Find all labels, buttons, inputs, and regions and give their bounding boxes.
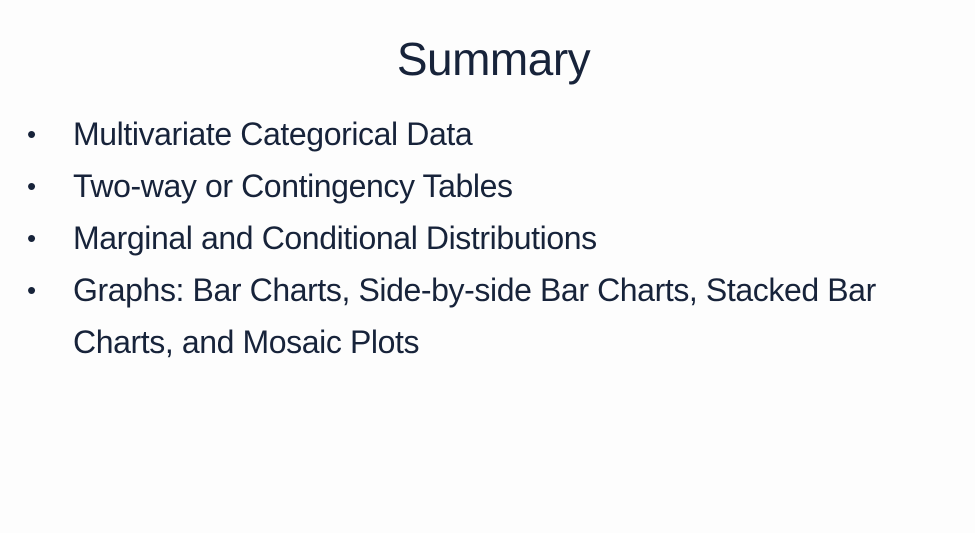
bullet-item: • Graphs: Bar Charts, Side-by-side Bar C… — [0, 264, 975, 368]
bullet-text: Multivariate Categorical Data — [73, 116, 473, 152]
slide-title: Summary — [396, 33, 591, 85]
bullet-text: Marginal and Conditional Distributions — [73, 220, 597, 256]
bullet-list: • Multivariate Categorical Data • Two-wa… — [0, 108, 975, 368]
bullet-dot-icon: • — [27, 171, 36, 201]
bullet-item: • Multivariate Categorical Data — [0, 108, 975, 160]
bullet-dot-icon: • — [27, 223, 36, 253]
bullet-dot-icon: • — [27, 119, 36, 149]
bullet-item: • Two-way or Contingency Tables — [0, 160, 975, 212]
bullet-dot-icon: • — [27, 275, 36, 305]
bullet-text: Two-way or Contingency Tables — [73, 168, 513, 204]
bullet-text: Graphs: Bar Charts, Side-by-side Bar Cha… — [73, 272, 876, 360]
bullet-item: • Marginal and Conditional Distributions — [0, 212, 975, 264]
